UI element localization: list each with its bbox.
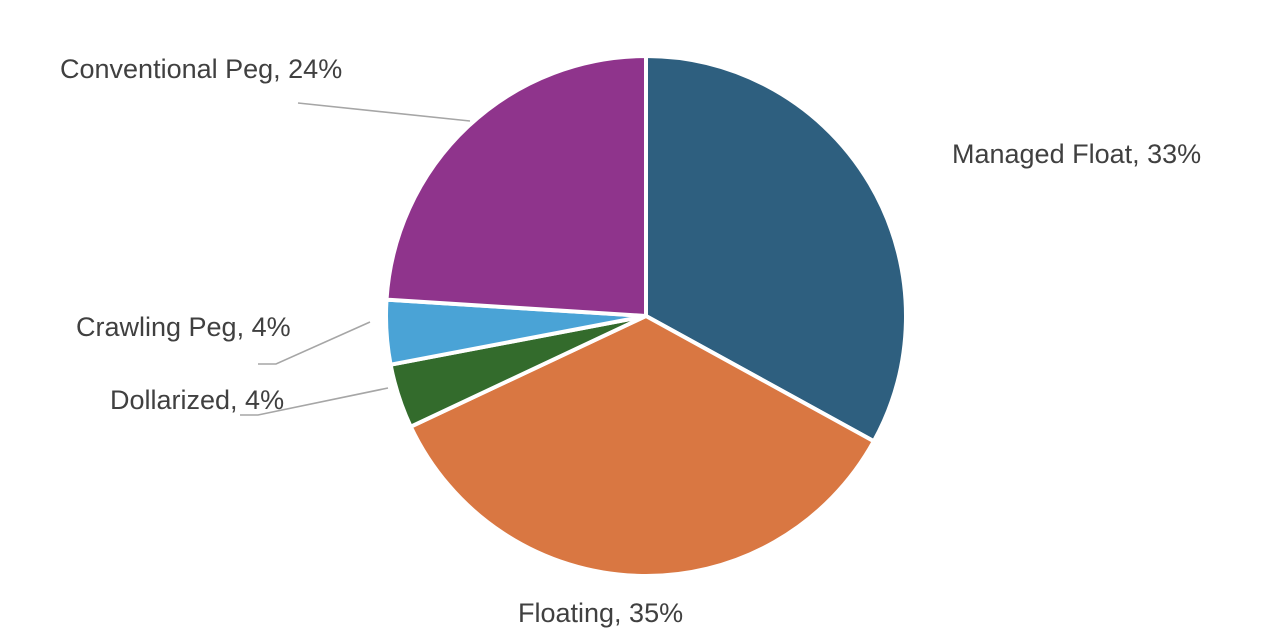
leader-line-crawling-peg <box>258 321 371 365</box>
data-label-floating: Floating, 35% <box>518 598 683 628</box>
pie-slice-conventional-peg <box>384 54 648 318</box>
data-label-managed-float: Managed Float, 33% <box>952 139 1201 169</box>
data-label-conventional-peg: Conventional Peg, 24% <box>60 54 342 84</box>
data-label-crawling-peg: Crawling Peg, 4% <box>76 312 291 342</box>
data-label-dollarized: Dollarized, 4% <box>110 385 284 415</box>
leader-line-conventional-peg <box>297 102 471 122</box>
leader-lines <box>240 102 471 416</box>
data-labels: Managed Float, 33% Floating, 35% Dollari… <box>60 54 1201 628</box>
pie-slices <box>384 54 909 579</box>
pie-slice-floating <box>408 314 876 579</box>
pie-slice-managed-float <box>644 54 909 444</box>
leader-line-dollarized <box>240 387 389 416</box>
